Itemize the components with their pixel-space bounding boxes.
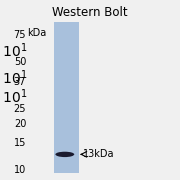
Text: 13kDa: 13kDa [83, 149, 114, 159]
Bar [53, 22, 79, 173]
Text: kDa: kDa [27, 28, 46, 38]
Ellipse shape [55, 152, 74, 157]
Text: Western Bolt: Western Bolt [52, 6, 127, 19]
